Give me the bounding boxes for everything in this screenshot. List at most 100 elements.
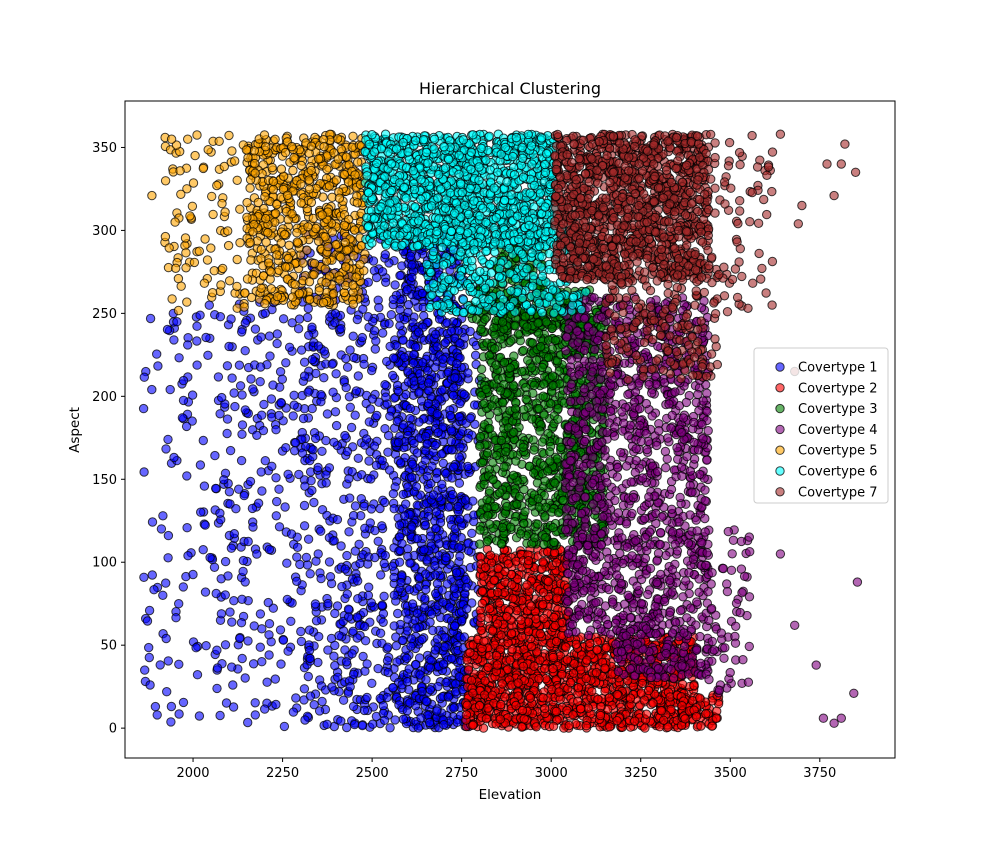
data-point (348, 669, 359, 679)
data-point (250, 698, 260, 708)
data-point (401, 389, 411, 400)
data-point (475, 525, 485, 535)
data-point (462, 604, 472, 614)
data-point (414, 387, 424, 397)
data-point (299, 684, 310, 694)
data-point (153, 361, 163, 371)
data-point (454, 452, 464, 462)
data-point (165, 384, 175, 395)
data-point (228, 680, 238, 690)
data-point (230, 401, 240, 412)
data-point (307, 354, 317, 365)
data-point (342, 589, 352, 599)
data-point (152, 349, 162, 359)
data-point (398, 489, 408, 500)
data-point (591, 667, 602, 678)
data-point (274, 484, 284, 494)
data-point (446, 426, 457, 436)
data-point (548, 663, 558, 674)
data-point (495, 714, 505, 724)
data-point (398, 714, 409, 724)
data-point (540, 703, 550, 714)
data-point (463, 368, 473, 378)
data-point (450, 621, 460, 631)
data-point (526, 601, 536, 611)
data-point (411, 482, 422, 492)
data-point (243, 717, 253, 728)
data-point (656, 706, 667, 716)
data-point (187, 390, 198, 400)
data-point (212, 683, 222, 694)
data-point (405, 558, 415, 568)
data-point (380, 550, 390, 561)
data-point (438, 659, 449, 669)
data-point (438, 597, 448, 607)
data-point (347, 467, 357, 477)
data-point (169, 452, 179, 463)
data-point (446, 653, 457, 664)
data-point (427, 461, 437, 471)
data-point (203, 350, 213, 360)
data-point (248, 659, 259, 669)
data-point (543, 576, 553, 587)
data-point (297, 448, 308, 458)
data-point (291, 693, 301, 703)
data-point (144, 605, 155, 616)
data-point (420, 520, 431, 530)
data-point (324, 557, 335, 567)
data-point (455, 551, 465, 561)
data-point (255, 642, 265, 652)
data-point (467, 528, 477, 538)
data-point (255, 377, 265, 387)
data-point (313, 341, 324, 351)
data-point (455, 514, 465, 524)
data-point (245, 476, 256, 487)
data-point (210, 450, 220, 461)
data-point (533, 519, 543, 529)
data-point (441, 677, 451, 688)
data-point (420, 455, 430, 465)
data-point (531, 722, 541, 732)
data-point (527, 414, 537, 424)
data-point (303, 387, 313, 397)
data-point (289, 446, 300, 456)
data-point (288, 707, 299, 717)
data-point (181, 421, 192, 432)
data-point (220, 590, 231, 600)
data-point (424, 717, 435, 728)
data-point (191, 643, 201, 653)
data-point (380, 380, 390, 390)
data-point (406, 641, 416, 651)
data-point (538, 557, 548, 567)
data-point (403, 300, 414, 310)
data-point (388, 353, 399, 363)
data-point (237, 594, 247, 604)
data-point (421, 675, 431, 685)
data-point (325, 572, 336, 582)
data-point (407, 272, 417, 282)
data-point (178, 582, 189, 592)
data-point (192, 336, 202, 346)
data-point (701, 709, 711, 719)
data-point (491, 650, 502, 661)
data-point (304, 330, 314, 340)
data-point (538, 599, 548, 610)
data-point (383, 447, 393, 457)
data-point (352, 314, 362, 325)
data-point (459, 389, 469, 400)
data-point (515, 491, 525, 502)
data-point (337, 581, 347, 592)
data-point (259, 399, 269, 410)
data-point (648, 698, 658, 708)
data-point (438, 354, 448, 364)
data-point (293, 324, 304, 334)
data-point (659, 715, 669, 725)
data-point (455, 338, 465, 348)
data-point (481, 714, 492, 724)
data-point (534, 674, 544, 684)
data-point (432, 634, 443, 644)
data-point (372, 410, 382, 421)
data-point (397, 635, 408, 646)
data-point (510, 404, 521, 414)
data-point (550, 335, 560, 346)
